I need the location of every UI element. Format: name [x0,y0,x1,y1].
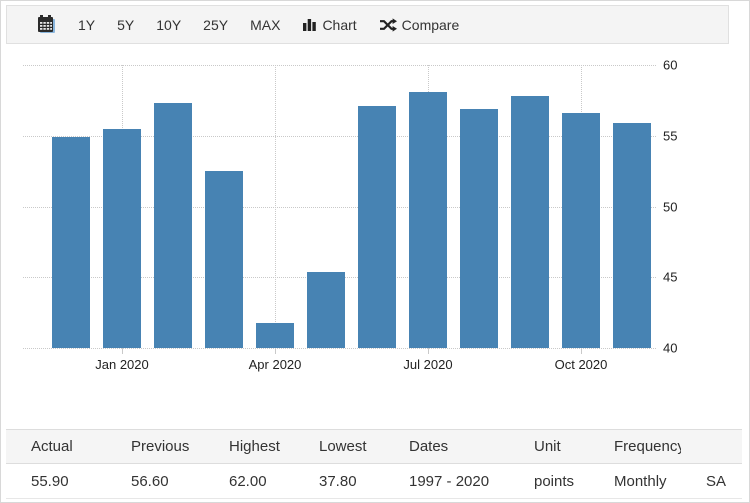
value-cell-dates: 1997 - 2020 [409,472,490,490]
value-cell-actual: 55.90 [31,472,69,490]
range-button-group: 1Y 5Y 10Y 25Y MAX [67,6,291,43]
y-axis-label-55: 55 [663,128,678,144]
compare-button[interactable]: Compare [368,6,471,43]
compare-button-label: Compare [401,16,460,33]
y-axis-label-50: 50 [663,199,678,214]
x-axis-tick-oct-2020 [581,348,582,354]
value-cell-sa: SA [705,472,726,490]
value-cell-unit: points [534,472,575,490]
bar-jul-2020[interactable] [409,91,447,348]
value-cell-highest: 62.00 [229,472,267,490]
gridline-y-50 [23,206,656,208]
x-axis-tick-jan-2020 [122,348,123,354]
x-axis-label-jul-2020: Jul 2020 [403,357,453,372]
table-header-row: Actual Previous Highest Lowest Dates Unit Freq… [6,429,742,464]
bar-apr-2020[interactable] [256,322,294,348]
header-cell-lowest: Lowest [319,438,367,455]
bar-nov-2020[interactable] [613,123,651,348]
value-cell-previous: 56.60 [131,472,169,490]
table-value-row: 55.90 56.60 62.00 37.80 1997 - 2020 points Mon… [6,463,742,499]
bar-oct-2020[interactable] [562,113,600,348]
gridline-x-apr-2020 [275,65,276,348]
value-cell-lowest: 37.80 [319,472,357,490]
bar-chart-icon [302,17,317,32]
range-button-10y[interactable]: 10Y [156,16,182,33]
range-button-25y[interactable]: 25Y [203,16,229,33]
value-cell-frequency: Monthly [614,472,667,490]
x-axis-label-apr-2020: Apr 2020 [248,357,302,372]
header-cell-blank [681,430,742,464]
x-axis-tick-jul-2020 [428,348,429,354]
bar-jan-2020[interactable] [103,128,141,348]
y-axis-label-40: 40 [663,340,678,356]
bar-jun-2020[interactable] [358,106,396,348]
calendar-icon [37,15,56,34]
header-cell-unit: Unit [534,438,561,455]
bar-feb-2020[interactable] [154,103,192,348]
bar-dec-2019[interactable] [52,137,90,348]
bar-may-2020[interactable] [307,271,345,348]
summary-table: Actual Previous Highest Lowest Dates Unit Freq… [6,429,742,499]
gridline-y-40 [23,348,656,349]
shuffle-icon [379,17,397,32]
chart-toolbar: 1Y 5Y 10Y 25Y MAX Chart [6,5,729,44]
gridline-y-60 [23,65,656,66]
header-cell-dates: Dates [409,438,449,455]
bar-sep-2020[interactable] [511,96,549,348]
x-axis-label-jan-2020: Jan 2020 [95,357,149,372]
bar-aug-2020[interactable] [460,108,498,348]
chart-plot-area: 60 55 50 45 40 Jan 2020 Apr 2020 Jul 2020 Oct 20… [1,44,749,421]
chart-button-label: Chart [322,16,357,33]
summary-table-header: Actual Previous Highest Lowest Dates Unit Freq… [6,429,742,464]
header-cell-highest: Highest [229,438,280,455]
gridline-y-55 [23,135,656,137]
range-button-1y[interactable]: 1Y [78,16,96,33]
y-axis-label-45: 45 [663,269,678,285]
header-cell-actual: Actual [31,438,73,455]
header-cell-previous: Previous [131,438,190,455]
chart-type-button[interactable]: Chart [291,6,367,43]
calendar-button[interactable] [26,6,67,43]
x-axis-label-oct-2020: Oct 2020 [554,357,608,372]
x-axis-tick-apr-2020 [275,348,276,354]
range-button-5y[interactable]: 5Y [117,16,135,33]
header-cell-frequency: Frequency [614,438,681,455]
y-axis-label-60: 60 [663,57,678,73]
range-button-max[interactable]: MAX [250,16,281,33]
bar-mar-2020[interactable] [205,171,243,348]
